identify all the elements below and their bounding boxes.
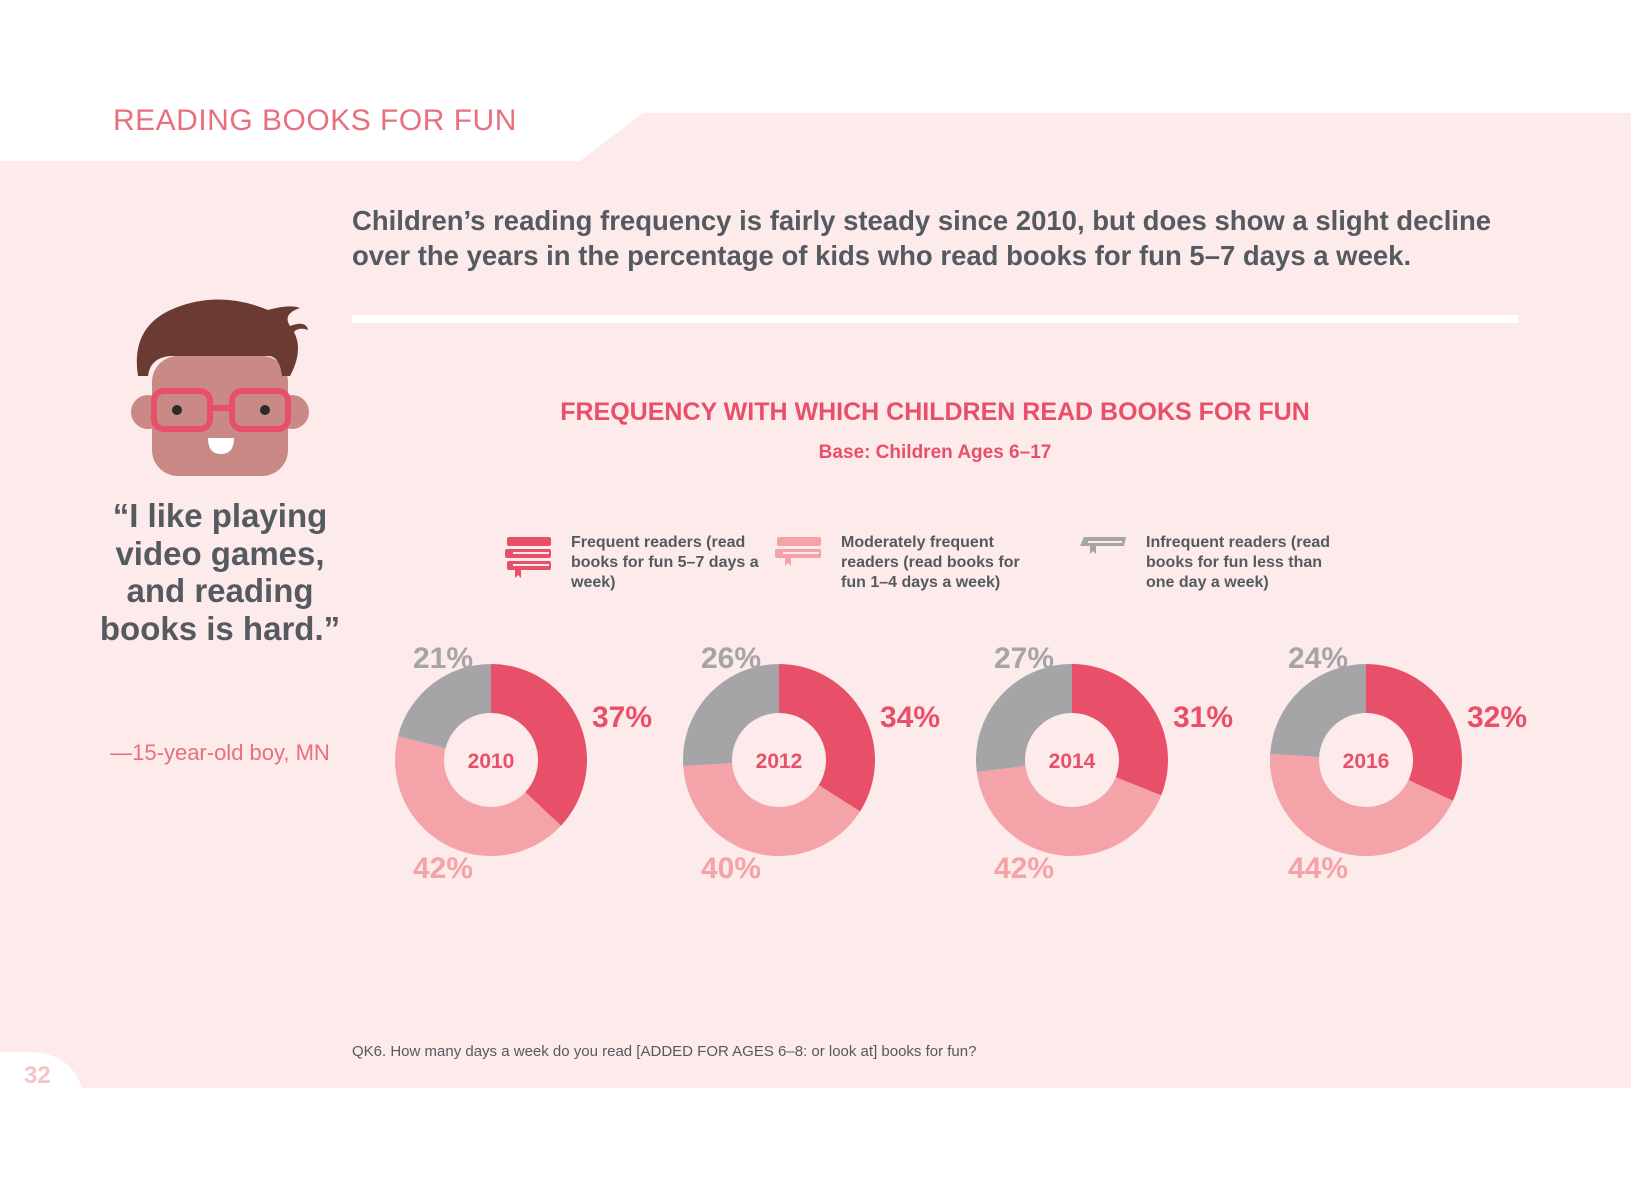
page-number: 32 [24, 1062, 51, 1089]
legend-label-infrequent: Infrequent readers (read books for fun l… [1146, 534, 1331, 591]
legend-label-frequent: Frequent readers (read books for fun 5–7… [571, 534, 759, 591]
section-label: READING BOOKS FOR FUN [113, 104, 517, 137]
chart-subtitle: Base: Children Ages 6–17 [818, 442, 1052, 463]
headline: Children’s reading frequency is fairly s… [352, 205, 1492, 271]
legend-item-frequent: Frequent readers (read books for fun 5–7… [505, 533, 771, 593]
chart-title: FREQUENCY WITH WHICH CHILDREN READ BOOKS… [560, 398, 1310, 426]
divider [352, 315, 1518, 323]
book-stack-icon [775, 537, 821, 566]
legend-item-infrequent: Infrequent readers (read books for fun l… [1080, 533, 1346, 593]
boy-avatar-icon [131, 299, 309, 476]
legend-label-moderate: Moderately frequent readers (read books … [841, 534, 1020, 591]
quote-text: “I like playing video games, and reading… [99, 497, 341, 647]
legend-item-moderate: Moderately frequent readers (read books … [775, 533, 1041, 593]
footnote: QK6. How many days a week do you read [A… [352, 1043, 977, 1060]
book-icon [1080, 537, 1126, 554]
quote-attribution: —15-year-old boy, MN [110, 740, 330, 765]
book-stack-icon [505, 537, 551, 578]
